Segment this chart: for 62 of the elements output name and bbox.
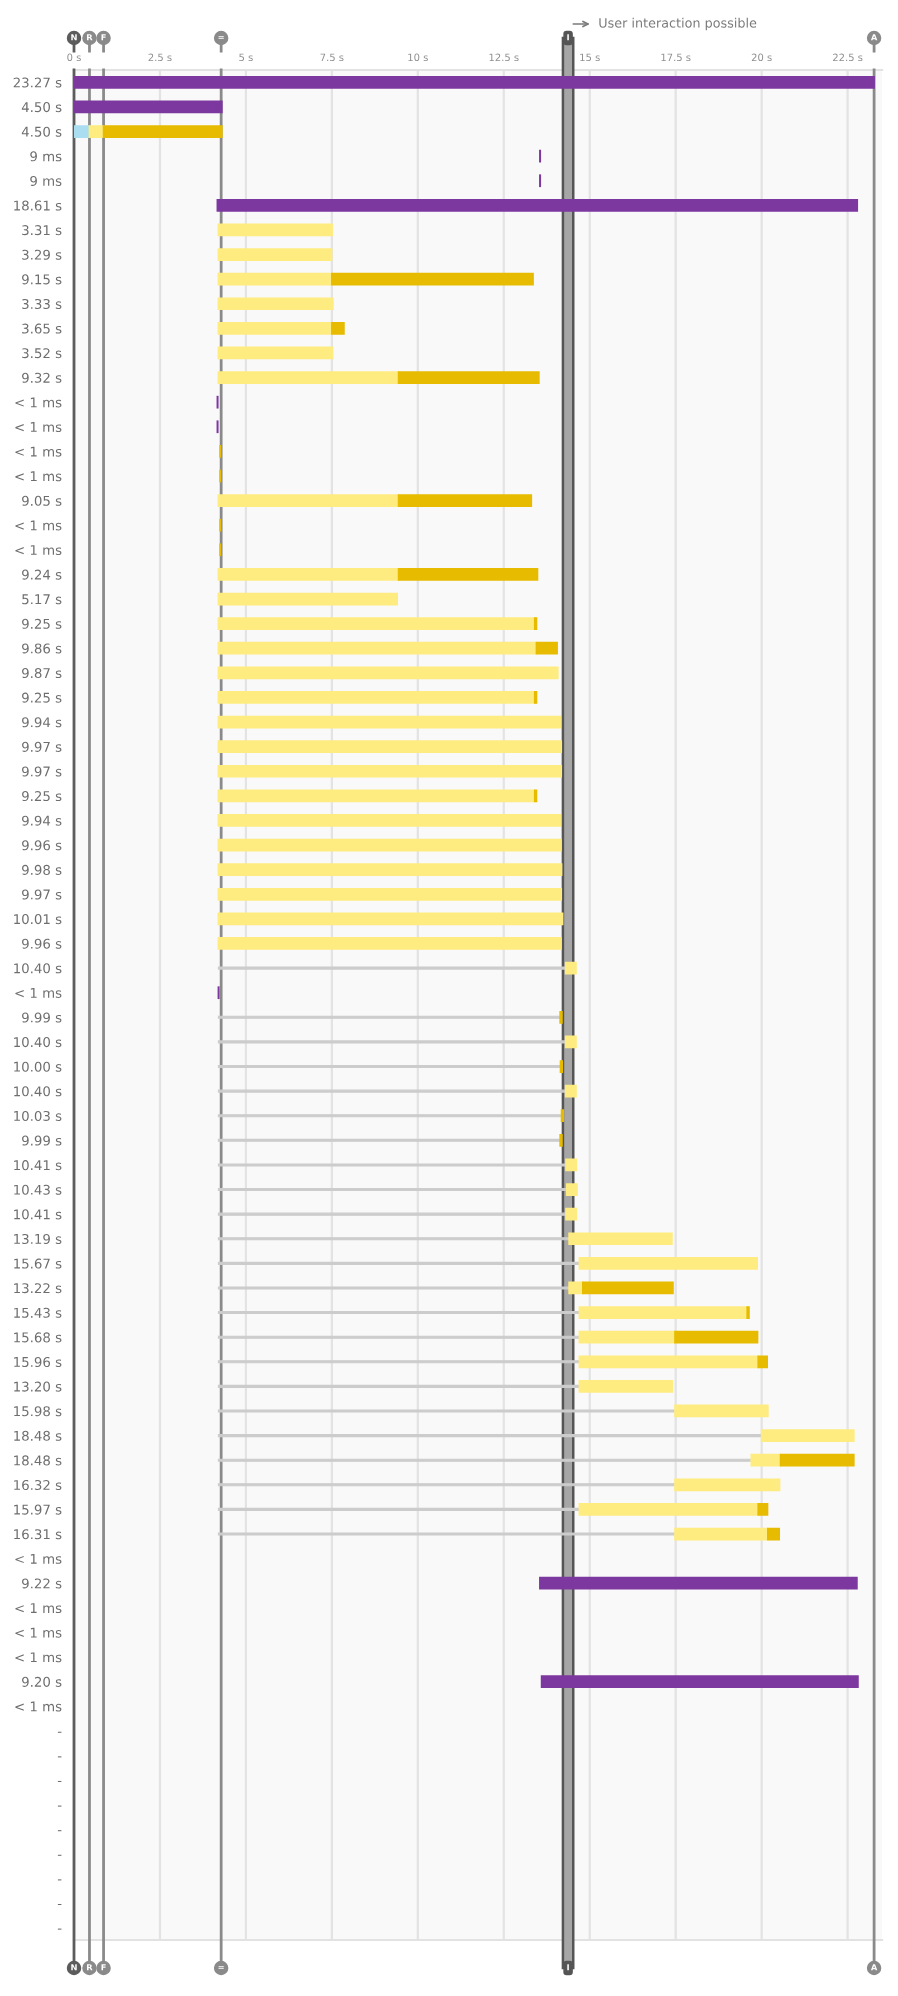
bar [217, 272, 333, 286]
bar [397, 568, 539, 581]
bar [397, 371, 540, 384]
bar [217, 937, 562, 950]
bar [74, 100, 223, 114]
bar [217, 223, 334, 237]
bar [578, 1330, 676, 1344]
bar [217, 715, 562, 729]
bar [397, 494, 533, 507]
bar [216, 198, 859, 212]
bar [674, 1478, 781, 1492]
bar [217, 912, 564, 926]
bar [102, 125, 223, 138]
bar [565, 1207, 578, 1221]
bar [217, 863, 563, 877]
bar [74, 75, 875, 89]
bar [565, 1183, 578, 1196]
bar [331, 321, 345, 335]
bar [540, 1675, 859, 1689]
bar [217, 814, 562, 827]
bar [217, 321, 333, 335]
bar [674, 1330, 759, 1344]
bar [564, 1035, 577, 1049]
bar [760, 1429, 855, 1442]
bar [217, 887, 563, 901]
bar [331, 272, 534, 286]
bar [217, 789, 536, 803]
bar [535, 641, 558, 655]
bar [578, 1306, 749, 1319]
bar [779, 1453, 855, 1467]
bar [217, 248, 333, 261]
bar [217, 371, 400, 384]
bar [217, 617, 536, 630]
bar [217, 641, 538, 655]
bar [750, 1453, 782, 1467]
bar [217, 691, 536, 704]
bar [568, 1232, 673, 1246]
bar [578, 1355, 760, 1369]
bar [217, 666, 559, 680]
bar [674, 1404, 769, 1418]
bar [674, 1527, 769, 1541]
bar [757, 1355, 768, 1369]
bar [217, 346, 334, 360]
bar [578, 1380, 674, 1393]
bar [217, 764, 563, 778]
bar [767, 1527, 781, 1541]
bar [539, 1576, 858, 1590]
bar [217, 568, 400, 581]
bar [217, 297, 334, 311]
bar [564, 961, 577, 975]
bar [217, 494, 400, 507]
bar [578, 1503, 760, 1516]
bar [88, 125, 105, 138]
bar [564, 1084, 577, 1098]
bar [757, 1503, 769, 1516]
bar [565, 1158, 578, 1172]
bar [217, 838, 562, 852]
bar [217, 592, 399, 606]
bar [582, 1281, 674, 1295]
bar [74, 125, 91, 138]
bar [578, 1256, 759, 1270]
bar [217, 740, 563, 754]
